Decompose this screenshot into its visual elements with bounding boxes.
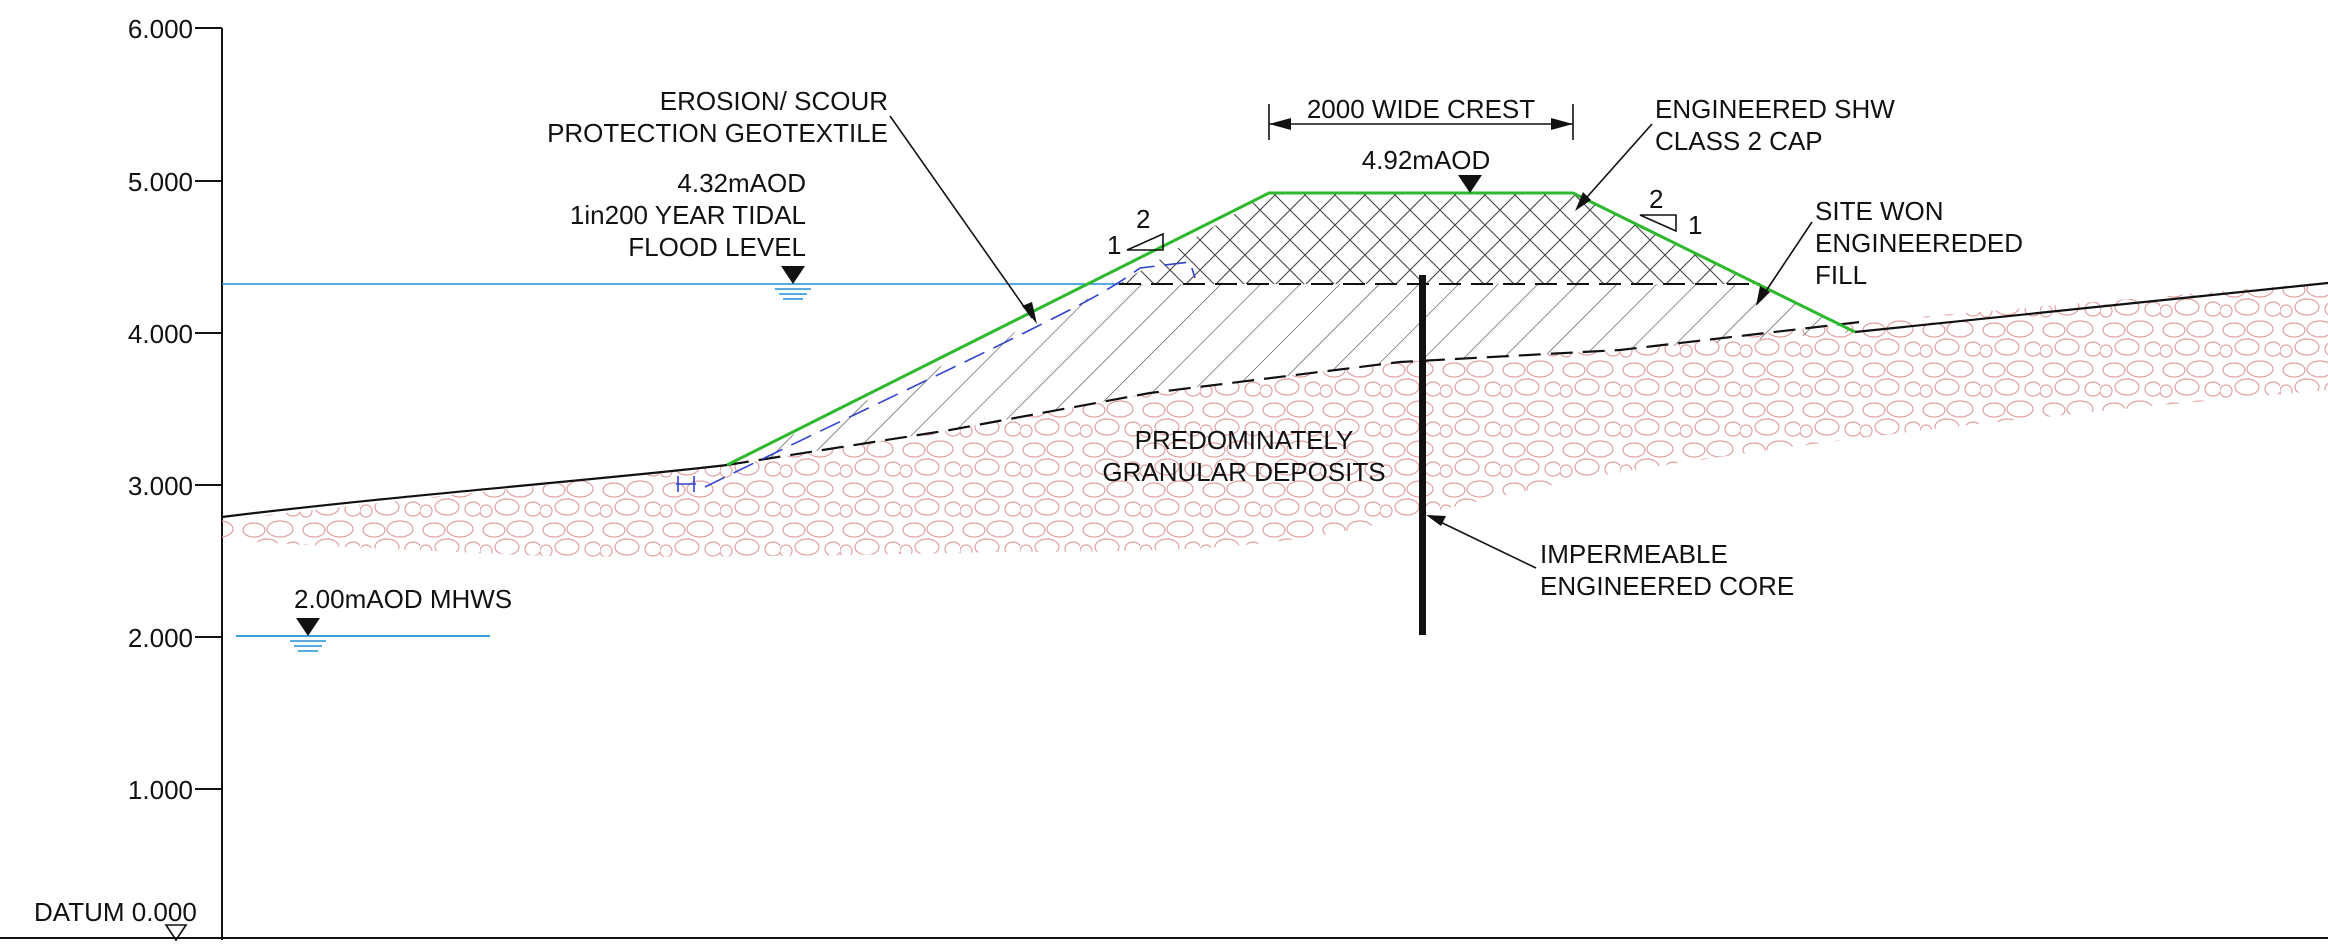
- geotextile-label-2: PROTECTION GEOTEXTILE: [547, 118, 888, 148]
- slope-right-run: 2: [1649, 184, 1663, 214]
- site-won-fill: [727, 284, 1855, 465]
- cap-leader-arrow-icon: [1575, 192, 1591, 211]
- flood-level-desc-1: 1in200 YEAR TIDAL: [570, 200, 806, 230]
- embankment-outline: [726, 191, 1856, 467]
- geotextile-line: [704, 261, 1196, 488]
- slope-right-rise: 1: [1688, 210, 1702, 240]
- tick-label-3: 3.000: [128, 471, 193, 501]
- original-ground-dashed: [726, 320, 1861, 467]
- core-leader: [1431, 517, 1537, 569]
- geotextile-leader: [889, 115, 1033, 319]
- geotextile-leader-arrow-icon: [1022, 302, 1037, 324]
- core-label-2: ENGINEERED CORE: [1540, 571, 1794, 601]
- level-axis: 6.000 5.000 4.000 3.000 2.000 1.000 DATU…: [0, 14, 2328, 942]
- granular-deposits: [222, 282, 2328, 557]
- core-label-1: IMPERMEABLE: [1540, 539, 1728, 569]
- ground-line-right: [1854, 281, 2328, 334]
- datum-marker-icon: [164, 924, 188, 942]
- deposits-label-1: PREDOMINATELY: [1135, 425, 1354, 455]
- crest-level-marker-icon: [1458, 175, 1482, 193]
- slope-left-rise: 1: [1107, 230, 1121, 260]
- mhws-label: 2.00mAOD MHWS: [294, 584, 512, 614]
- flood-water-icon: [775, 288, 811, 300]
- flood-level-marker-icon: [781, 266, 805, 284]
- fill-label-3: FILL: [1815, 260, 1867, 290]
- tick-label-2: 2.000: [128, 623, 193, 653]
- tick-label-5: 5.000: [128, 167, 193, 197]
- geotextile-anchor-icon: [676, 476, 696, 492]
- mhws-water-icon: [290, 640, 326, 652]
- fill-label-2: ENGINEEREDED: [1815, 228, 2023, 258]
- slope-left-run: 2: [1136, 204, 1150, 234]
- tick-label-4: 4.000: [128, 319, 193, 349]
- ground-line-left: [221, 463, 728, 519]
- slope-indicator-left: [1126, 232, 1164, 251]
- geotextile-label-1: EROSION/ SCOUR: [660, 86, 888, 116]
- slope-indicator-right: [1639, 214, 1677, 233]
- core-leader-arrow-icon: [1426, 515, 1446, 526]
- crest-width-label: 2000 WIDE CREST: [1307, 94, 1535, 124]
- fill-label-1: SITE WON: [1815, 196, 1944, 226]
- datum-label: DATUM 0.000: [34, 897, 197, 927]
- engineered-cap: [1119, 193, 1760, 284]
- cap-label-1: ENGINEERED SHW: [1655, 94, 1895, 124]
- tick-label-1: 1.000: [128, 775, 193, 805]
- crest-level-label: 4.92mAOD: [1362, 145, 1491, 175]
- impermeable-core: [1419, 275, 1426, 635]
- tick-label-6: 6.000: [128, 14, 193, 44]
- cap-leader: [1579, 123, 1653, 206]
- flood-level-desc-2: FLOOD LEVEL: [628, 232, 806, 262]
- fill-leader: [1759, 221, 1813, 301]
- mhws-marker-icon: [296, 618, 320, 636]
- fill-leader-arrow-icon: [1756, 286, 1770, 306]
- cap-label-2: CLASS 2 CAP: [1655, 126, 1823, 156]
- crest-width-dimension: [1268, 104, 1574, 140]
- flood-level-value: 4.32mAOD: [677, 168, 806, 198]
- deposits-label-2: GRANULAR DEPOSITS: [1102, 457, 1385, 487]
